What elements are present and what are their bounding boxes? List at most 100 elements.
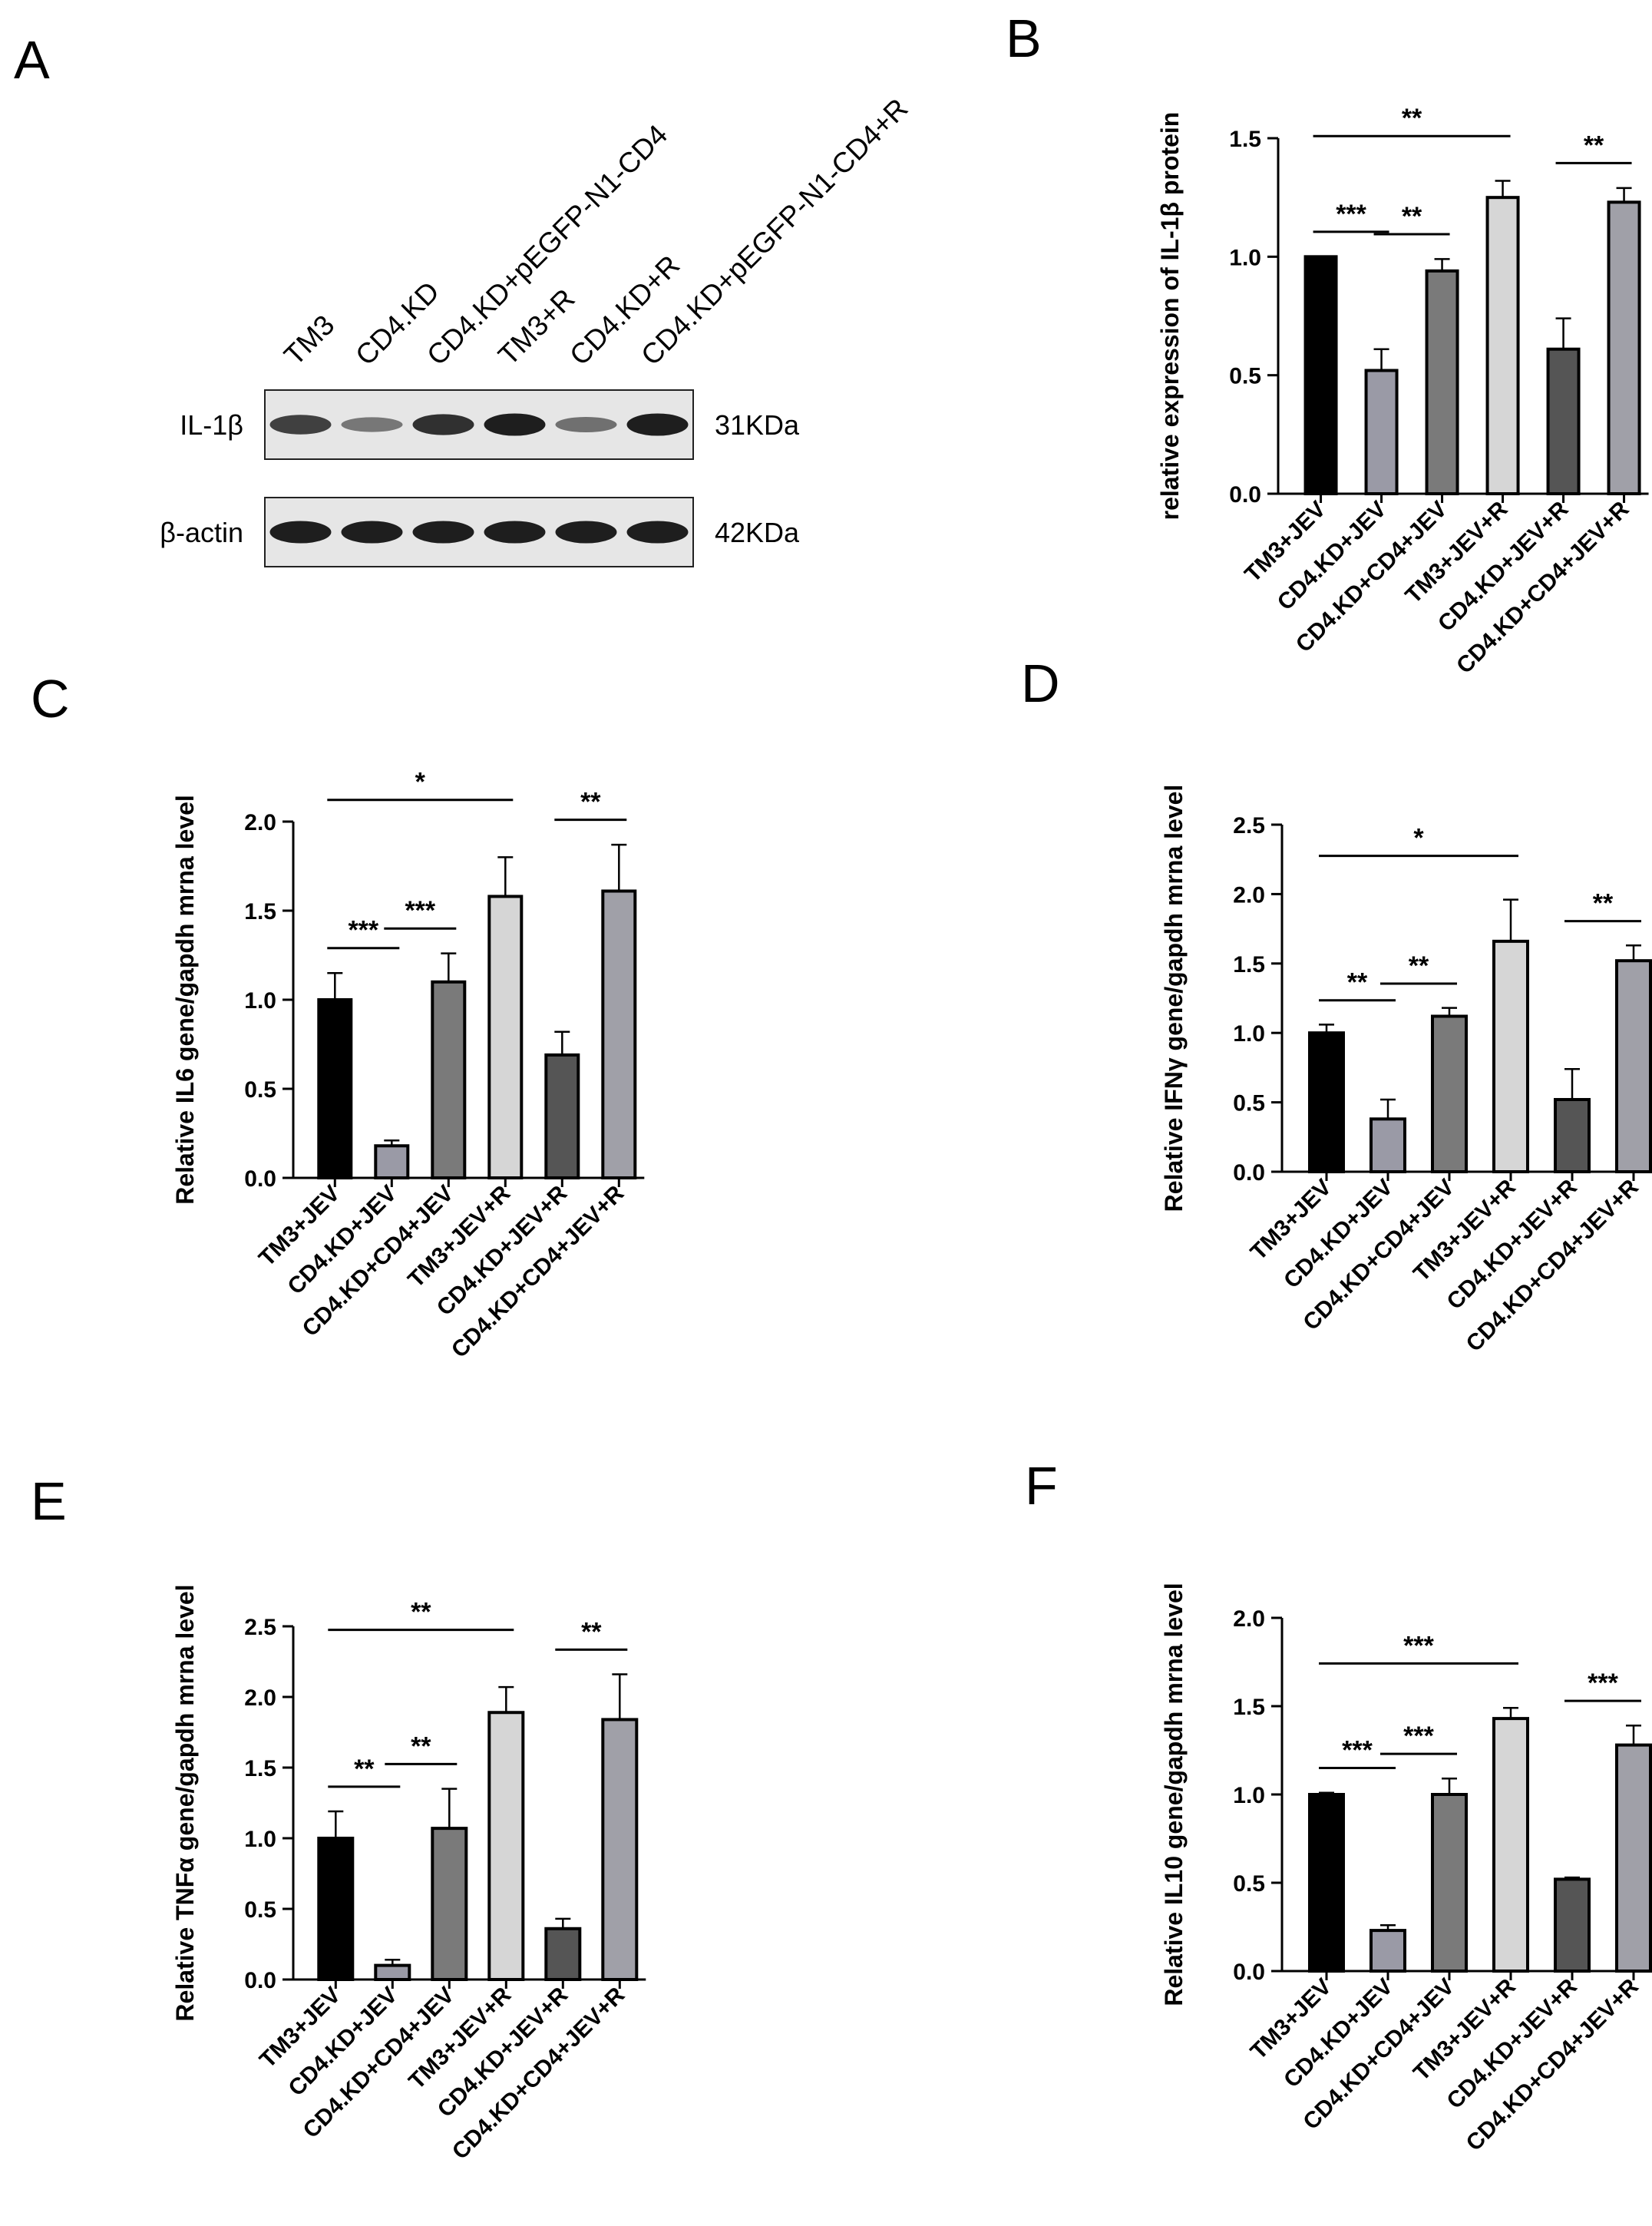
blot-size-label: 31KDa (715, 409, 800, 441)
y-tick-label: 0.5 (244, 1897, 276, 1923)
blot-row-label: IL-1β (180, 409, 243, 441)
y-tick-label: 2.5 (1233, 813, 1265, 838)
blot-band (412, 521, 474, 544)
panel-letter-b: B (1006, 8, 1042, 68)
bar (487, 895, 524, 1179)
y-tick-label: 1.0 (1233, 1783, 1265, 1808)
bar (431, 1827, 468, 1982)
bar (1303, 255, 1338, 495)
y-tick-label: 2.0 (1233, 1606, 1265, 1632)
blot-frame (264, 497, 694, 567)
significance-label: *** (348, 916, 378, 945)
y-tick-label: 0.5 (1233, 1871, 1265, 1897)
y-tick-label: 1.0 (1233, 1021, 1265, 1047)
bar (1554, 1877, 1591, 1973)
significance-label: *** (1403, 1631, 1434, 1660)
significance-label: *** (405, 896, 435, 925)
panel-letter-d: D (1021, 653, 1060, 713)
blot-band (555, 416, 617, 433)
significance-label: ** (1402, 104, 1422, 133)
blot-band (484, 413, 546, 436)
y-tick-label: 2.5 (244, 1615, 276, 1640)
blot-band (626, 413, 689, 436)
bar (1492, 1717, 1529, 1973)
panel-letter-f: F (1025, 1456, 1058, 1516)
significance-label: ** (411, 1598, 431, 1627)
bar (487, 1711, 525, 1981)
bar (1615, 1743, 1652, 1973)
significance-label: *** (1588, 1669, 1618, 1698)
y-tick-label: 1.0 (244, 1827, 276, 1852)
y-tick-label: 1.5 (244, 899, 276, 924)
bar (1364, 369, 1399, 496)
bar (1425, 269, 1459, 495)
y-tick-label: 2.0 (1233, 882, 1265, 908)
y-tick-label: 2.0 (244, 1685, 276, 1711)
significance-label: *** (1342, 1736, 1373, 1765)
y-tick-label: 1.5 (1233, 1695, 1265, 1720)
significance-label: *** (1403, 1722, 1434, 1751)
y-tick-label: 1.0 (244, 988, 276, 1014)
bar (1431, 1014, 1468, 1174)
significance-label: ** (581, 1617, 602, 1646)
significance-label: ** (1402, 202, 1422, 231)
bar (601, 1718, 639, 1981)
y-axis-label: relative expression of IL-1β protein (1156, 112, 1184, 521)
blot-band (341, 417, 403, 432)
y-tick-label: 0.5 (1229, 364, 1261, 389)
blot-row-label: β-actin (160, 517, 243, 548)
bar (544, 1053, 580, 1180)
y-tick-label: 0.0 (244, 1166, 276, 1192)
y-tick-label: 1.5 (1229, 127, 1261, 152)
significance-label: ** (580, 788, 601, 817)
y-tick-label: 1.5 (244, 1756, 276, 1781)
panel-letter-e: E (31, 1471, 67, 1531)
x-tick-label: CD4.KD+JEV (1279, 1974, 1398, 2093)
significance-label: * (1413, 824, 1424, 853)
blot-band (341, 521, 403, 544)
bar (601, 889, 637, 1179)
y-tick-label: 1.5 (1233, 952, 1265, 977)
blot-band (626, 521, 689, 544)
significance-label: ** (1347, 968, 1368, 997)
blot-band (269, 415, 332, 435)
y-axis-label: Relative IL6 gene/gapdh mrna level (171, 795, 199, 1205)
bar (1370, 1929, 1406, 1973)
y-tick-label: 2.0 (244, 810, 276, 835)
panel-letter-c: C (31, 669, 70, 729)
blot-band (269, 521, 332, 544)
blot-size-label: 42KDa (715, 517, 800, 548)
panel-letter-a: A (14, 30, 50, 90)
bar (544, 1927, 582, 1982)
significance-label: ** (1409, 951, 1429, 981)
blot-band (484, 521, 546, 544)
y-tick-label: 0.0 (244, 1968, 276, 1993)
bar (1431, 1793, 1468, 1973)
y-tick-label: 0.0 (1229, 482, 1261, 508)
blot-band (555, 521, 617, 544)
blot-band (412, 414, 474, 435)
significance-label: *** (1336, 200, 1366, 229)
bar (1308, 1793, 1345, 1973)
blot-frame (264, 389, 694, 460)
significance-label: ** (354, 1755, 375, 1784)
bar (1485, 196, 1520, 495)
significance-label: ** (411, 1732, 431, 1761)
y-tick-label: 0.0 (1233, 1960, 1265, 1985)
y-tick-label: 0.5 (1233, 1091, 1265, 1116)
y-axis-label: Relative IL10 gene/gapdh mrna level (1160, 1583, 1188, 2006)
y-tick-label: 0.0 (1233, 1160, 1265, 1186)
y-tick-label: 1.0 (1229, 245, 1261, 270)
y-axis-label: Relative TNFα gene/gapdh mrna level (171, 1584, 199, 2021)
y-axis-label: Relative IFNγ gene/gapdh mrna level (1160, 785, 1188, 1212)
y-tick-label: 0.5 (244, 1077, 276, 1103)
significance-label: ** (1593, 889, 1614, 918)
significance-label: * (415, 768, 426, 797)
significance-label: ** (1584, 131, 1604, 160)
